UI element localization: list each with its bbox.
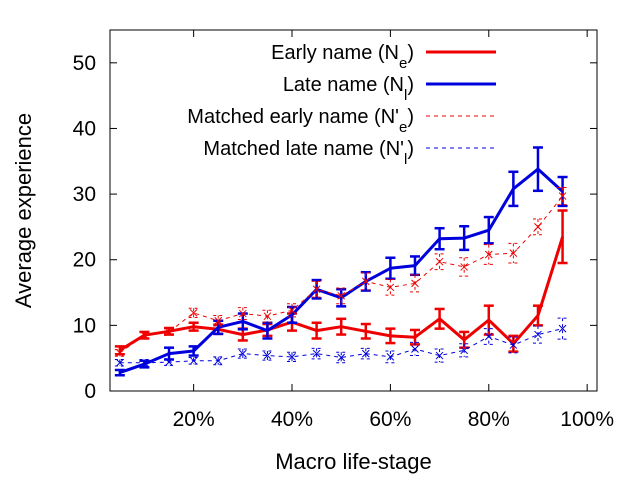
data-point (534, 223, 542, 231)
data-point (115, 358, 124, 367)
data-point (460, 263, 469, 271)
data-point (238, 309, 247, 318)
y-tick-label: 40 (73, 117, 96, 140)
legend-label-main: Early name (N (271, 42, 399, 64)
x-axis-title: Macro life-stage (275, 449, 432, 474)
data-point (460, 346, 469, 355)
data-point (534, 330, 542, 339)
data-point (312, 285, 321, 294)
plot-frame (109, 29, 598, 392)
data-point (411, 345, 419, 353)
legend-label: Matched early name (N'e) (187, 106, 414, 136)
axis-ticks: 20% 40% 60% 80% 100% 0 10 20 30 40 50 (73, 30, 614, 431)
data-point (165, 328, 173, 336)
data-point (288, 353, 296, 361)
y-tick-label: 20 (73, 249, 96, 272)
x-tick-label: 100% (560, 408, 614, 431)
data-point (214, 356, 223, 365)
data-point (435, 351, 444, 360)
data-point (288, 306, 296, 315)
legend-label-end: ) (407, 106, 414, 128)
legend-label-subscript: l (404, 87, 407, 104)
series-3 (114, 187, 568, 357)
legend: Early name (Ne)Late name (Nl)Matched ear… (187, 42, 496, 168)
data-point (337, 353, 346, 362)
data-point (411, 279, 419, 288)
data-point (189, 356, 198, 365)
legend-label-subscript: e (399, 119, 407, 136)
series-4 (114, 317, 568, 367)
data-point (238, 349, 247, 358)
y-tick-label: 0 (84, 380, 96, 403)
data-point (386, 283, 395, 292)
data-point (115, 349, 124, 357)
legend-label-main: Matched late name (N' (203, 138, 404, 160)
series-2 (114, 146, 568, 377)
legend-label-end: ) (407, 42, 414, 64)
data-point (263, 312, 272, 321)
data-point (386, 353, 395, 361)
legend-label: Late name (Nl) (283, 74, 414, 104)
y-tick-label: 10 (73, 314, 96, 337)
legend-label-end: ) (407, 74, 414, 96)
y-axis-title: Average experience (11, 113, 36, 308)
data-point (484, 250, 493, 259)
legend-label: Matched late name (N'l) (203, 138, 414, 168)
data-point (140, 358, 149, 367)
x-tick-label: 80% (468, 408, 510, 431)
y-tick-label: 50 (73, 52, 96, 75)
data-point (361, 277, 370, 286)
data-point (435, 257, 444, 266)
y-tick-label: 30 (73, 183, 96, 206)
data-point (263, 351, 272, 360)
data-point (558, 192, 567, 200)
data-point (165, 358, 173, 366)
data-point (189, 309, 198, 317)
data-point (337, 291, 346, 300)
series-layer (114, 146, 568, 377)
legend-label-subscript: e (399, 55, 407, 72)
series-1 (114, 209, 568, 356)
series-line (119, 167, 564, 375)
legend-label-end: ) (407, 138, 414, 160)
legend-label-main: Late name (N (283, 74, 404, 96)
legend-label: Early name (Ne) (271, 42, 414, 72)
series-line (119, 236, 565, 352)
data-point (214, 316, 223, 325)
data-point (484, 332, 493, 341)
x-tick-label: 20% (173, 408, 215, 431)
data-point (558, 324, 567, 333)
data-point (361, 349, 370, 358)
data-point (509, 249, 518, 258)
x-tick-label: 60% (369, 408, 411, 431)
data-point (509, 341, 518, 349)
data-point (140, 331, 149, 340)
data-point (312, 349, 321, 358)
legend-label-subscript: l (404, 151, 407, 168)
x-tick-label: 40% (271, 408, 313, 431)
legend-label-main: Matched early name (N' (187, 106, 399, 128)
